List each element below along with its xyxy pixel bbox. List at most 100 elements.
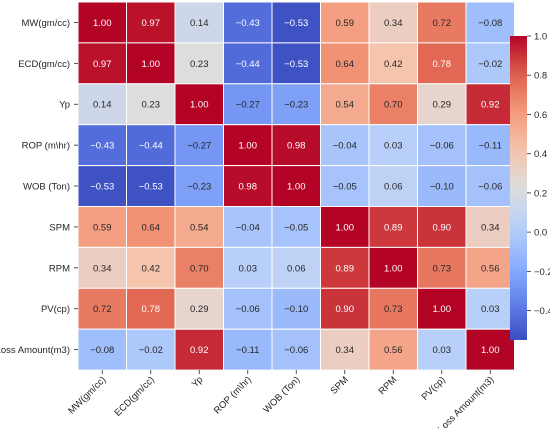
heatmap-cell-value: −0.06 <box>284 345 308 356</box>
heatmap-cell <box>465 165 515 208</box>
colorbar-tick-label: 0.8 <box>534 71 547 82</box>
heatmap-cell-value: 0.70 <box>190 263 209 274</box>
heatmap-cell <box>77 246 127 289</box>
heatmap-cell <box>174 287 224 330</box>
x-tick-label: ROP (m\hr) <box>212 374 254 416</box>
heatmap-cell <box>126 124 176 167</box>
heatmap-cell <box>417 42 467 85</box>
heatmap-cell <box>77 287 127 330</box>
heatmap-cell-value: 1.00 <box>384 263 403 274</box>
heatmap-cell-value: 1.00 <box>190 100 209 111</box>
heatmap-cell <box>368 42 418 85</box>
heatmap-cell-value: 0.23 <box>190 59 209 70</box>
heatmap-cell-value: −0.23 <box>187 181 211 192</box>
heatmap-cell-value: 0.34 <box>93 263 112 274</box>
heatmap-cell-value: 1.00 <box>336 222 355 233</box>
heatmap-cell-value: −0.10 <box>430 181 454 192</box>
heatmap-cell-value: 1.00 <box>287 181 306 192</box>
heatmap-cell-value: 0.73 <box>384 304 403 315</box>
heatmap-cell <box>174 42 224 85</box>
x-tick-label: ECD(gm/cc) <box>113 374 157 418</box>
heatmap-cell <box>320 328 370 371</box>
heatmap-cell <box>271 42 321 85</box>
heatmap-cell-value: 0.89 <box>336 263 355 274</box>
heatmap-cell-value: −0.02 <box>478 59 502 70</box>
heatmap-cell <box>465 83 515 126</box>
heatmap-cell <box>271 83 321 126</box>
heatmap-cell-value: 0.29 <box>190 304 209 315</box>
y-tick-label: SPM <box>49 222 70 233</box>
heatmap-cell <box>465 328 515 371</box>
heatmap-cell-value: 0.64 <box>142 222 161 233</box>
x-tick-label: WOB (Ton) <box>261 374 302 415</box>
heatmap-cell <box>271 206 321 248</box>
colorbar-tick-label: −0.4 <box>534 306 550 317</box>
colorbar-tick-label: 1.0 <box>534 31 547 42</box>
heatmap-cell-value: 0.59 <box>93 222 112 233</box>
heatmap-cell <box>126 206 176 248</box>
heatmap-cell <box>417 206 467 248</box>
heatmap-cell <box>223 165 273 208</box>
heatmap-cell-value: −0.10 <box>284 304 308 315</box>
y-axis-tick-labels: MW(gm/cc) ECD(gm/cc) Yp ROP (m\hr) WOB (Ton)… <box>0 18 78 356</box>
heatmap-cell-value: 0.92 <box>190 345 209 356</box>
heatmap-cell <box>174 328 224 371</box>
heatmap-cell <box>77 328 127 371</box>
heatmap-cell <box>271 287 321 330</box>
heatmap-cell-value: 1.00 <box>433 304 452 315</box>
heatmap-cell <box>271 328 321 371</box>
heatmap-cell-value: 1.00 <box>239 141 258 152</box>
heatmap-cell <box>223 206 273 248</box>
heatmap-cell <box>174 83 224 126</box>
heatmap-cell-value: 0.90 <box>336 304 355 315</box>
heatmap-cell-value: 0.54 <box>336 100 355 111</box>
heatmap-cell-value: 0.59 <box>336 18 355 29</box>
heatmap-cell <box>465 206 515 248</box>
heatmap-cell-labels: 1.00 0.97 0.14 −0.43 −0.53 0.59 0.34 0.72 −0.08 0… <box>90 18 502 356</box>
x-axis-tick-labels: MW(gm/cc) ECD(gm/cc) Yp ROP (m\hr) WOB (Ton)… <box>66 370 496 428</box>
y-tick-label: MW(gm/cc) <box>21 18 70 29</box>
colorbar: 1.0 0.8 0.6 0.4 0.2 0.0 −0.2 −0.4 <box>510 31 550 340</box>
y-tick-label: Loss Amount(m3) <box>0 345 70 356</box>
heatmap-cell-value: −0.53 <box>139 181 163 192</box>
x-tick-label: MW(gm/cc) <box>66 374 108 416</box>
heatmap-cell-value: 0.42 <box>142 263 161 274</box>
heatmap-cell-value: −0.06 <box>478 181 502 192</box>
heatmap-cell <box>126 1 176 44</box>
heatmap-cell-value: −0.23 <box>284 100 308 111</box>
heatmap-cell-value: 0.03 <box>239 263 258 274</box>
heatmap-cell <box>368 287 418 330</box>
heatmap-cell-value: 0.34 <box>481 222 500 233</box>
heatmap-cell <box>77 124 127 167</box>
y-tick-label: PV(cp) <box>41 304 70 315</box>
heatmap-cell-value: 0.72 <box>433 18 452 29</box>
heatmap-cell-value: 0.42 <box>384 59 403 70</box>
heatmap-cell-value: 0.34 <box>384 18 403 29</box>
heatmap-cell <box>465 42 515 85</box>
heatmap-cell-value: 0.34 <box>336 345 355 356</box>
heatmap-cell-value: 0.03 <box>433 345 452 356</box>
heatmap-cell-value: −0.11 <box>236 345 259 356</box>
heatmap-cell <box>174 165 224 208</box>
heatmap-cell <box>77 1 127 44</box>
heatmap-cell <box>271 246 321 289</box>
heatmap-cells <box>77 1 515 371</box>
heatmap-cell <box>126 328 176 371</box>
heatmap-cell-value: 0.73 <box>433 263 452 274</box>
x-tick-label: Yp <box>190 374 206 390</box>
heatmap-cell-value: −0.11 <box>479 141 502 152</box>
x-tick-label: PV(cp) <box>420 374 448 402</box>
heatmap-cell-value: −0.27 <box>236 100 260 111</box>
heatmap-cell-value: −0.27 <box>187 141 211 152</box>
y-tick-label: RPM <box>49 263 70 274</box>
colorbar-tick-label: 0.6 <box>534 110 547 121</box>
heatmap-cell-value: 0.14 <box>190 18 209 29</box>
heatmap-cell <box>465 124 515 167</box>
y-tick-label: ROP (m\hr) <box>22 141 70 152</box>
heatmap-cell-value: 0.06 <box>287 263 306 274</box>
heatmap-cell-value: −0.43 <box>236 18 260 29</box>
heatmap-cell-value: −0.44 <box>139 141 163 152</box>
heatmap-cell <box>320 206 370 248</box>
heatmap-cell-value: 0.72 <box>93 304 112 315</box>
heatmap-cell-value: 0.78 <box>142 304 161 315</box>
